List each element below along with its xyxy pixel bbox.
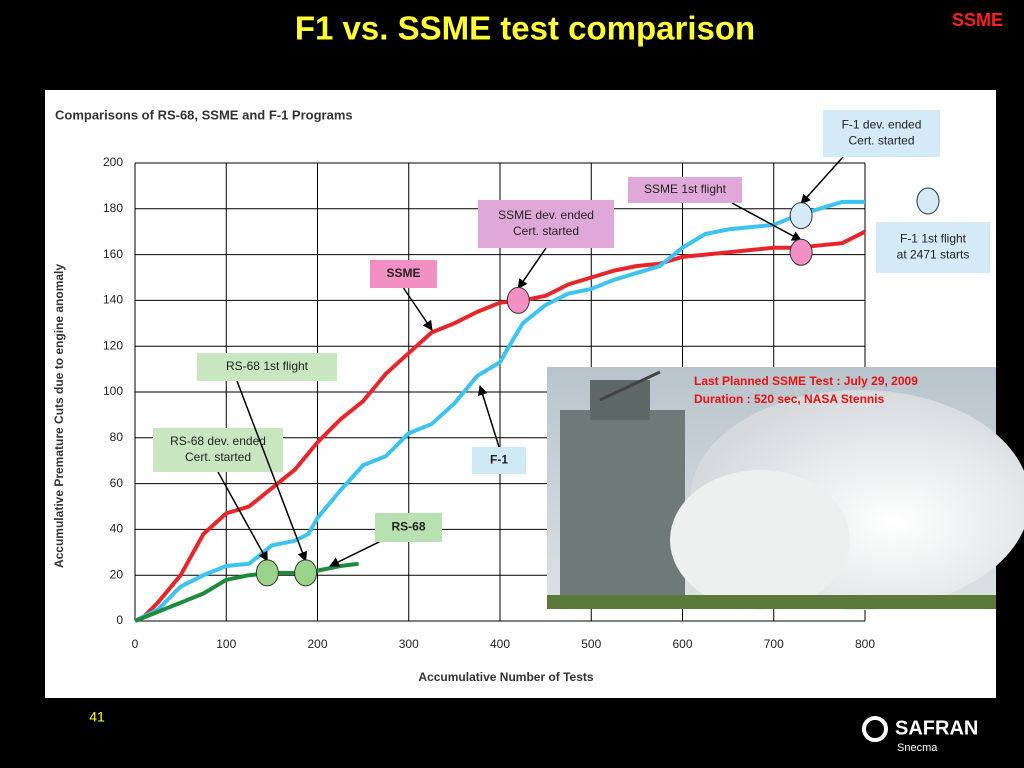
x-tick-label: 200	[307, 637, 327, 651]
page-number: 41	[89, 709, 105, 725]
series-label: RS-68	[391, 520, 425, 534]
series-line	[134, 561, 359, 623]
y-tick-label: 200	[103, 155, 123, 169]
series-line	[134, 229, 866, 623]
annotation-box	[823, 110, 940, 157]
smoke	[670, 470, 850, 610]
y-tick-label: 160	[103, 247, 123, 261]
annotation-text: Cert. started	[848, 134, 914, 148]
series-label-box	[472, 447, 526, 474]
annotation-box	[478, 200, 614, 248]
x-tick-label: 400	[490, 637, 510, 651]
annotation-box	[153, 428, 283, 472]
slide-title: F1 vs. SSME test comparison	[295, 10, 755, 47]
test-stand-top	[590, 380, 650, 420]
y-tick-label: 120	[103, 338, 123, 352]
crane	[599, 370, 661, 402]
annotation-text: SSME dev. ended	[498, 208, 594, 222]
series-label-box	[370, 260, 437, 288]
y-axis-label: Accumulative Premature Cuts due to engin…	[52, 264, 66, 568]
arrow	[402, 287, 433, 331]
logo-mark	[862, 716, 888, 742]
event-marker	[506, 286, 530, 314]
arrow	[731, 202, 803, 241]
y-tick-label: 100	[103, 384, 123, 398]
logo: SAFRAN	[895, 717, 978, 739]
x-tick-label: 100	[216, 637, 236, 651]
event-marker	[789, 202, 813, 230]
annotations: SSME F-1 RS-68 RS-68 dev. ended Cert. starte…	[153, 110, 990, 587]
event-marker	[294, 559, 318, 587]
annotation-text: F-1 dev. ended	[842, 118, 922, 132]
event-marker	[255, 559, 279, 587]
x-tick-label: 500	[581, 637, 601, 651]
arrow	[236, 380, 308, 562]
arrow	[517, 247, 547, 290]
series-label: SSME	[386, 266, 420, 280]
y-tick-label: 0	[116, 613, 123, 627]
annotation-text: at 2471 starts	[897, 248, 970, 262]
slide-tag: SSME	[952, 10, 1003, 30]
series-label-box	[375, 513, 442, 542]
arrow	[800, 156, 844, 205]
event-marker	[789, 238, 813, 266]
x-tick-label: 700	[764, 637, 784, 651]
ground	[547, 595, 996, 609]
arrow	[217, 471, 268, 562]
photo: Last Planned SSME Test : July 29, 2009 D…	[547, 367, 1024, 610]
x-axis-label: Accumulative Number of Tests	[418, 670, 593, 684]
annotation-box	[628, 177, 742, 203]
x-tick-label: 800	[855, 637, 875, 651]
chart-title: Comparisons of RS-68, SSME and F-1 Progr…	[55, 107, 353, 122]
annotation-box	[876, 222, 990, 273]
annotation-text: Cert. started	[185, 450, 251, 464]
annotation-box	[197, 353, 337, 381]
event-marker	[916, 187, 940, 215]
y-tick-label: 60	[110, 476, 124, 490]
annotation-text: Cert. started	[513, 224, 579, 238]
annotation-text: RS-68 1st flight	[226, 359, 309, 373]
x-tick-label: 300	[399, 637, 419, 651]
annotation-text: SSME 1st flight	[644, 182, 727, 196]
annotation-text: F-1 1st flight	[900, 232, 967, 246]
photo-caption: Duration : 520 sec, NASA Stennis	[694, 392, 885, 406]
x-tick-label: 600	[672, 637, 692, 651]
arrow	[477, 385, 500, 448]
sublogo: Snecma	[897, 742, 938, 754]
y-tick-label: 180	[103, 201, 123, 215]
photo-caption: Last Planned SSME Test : July 29, 2009	[694, 374, 918, 388]
x-tick-label: 0	[132, 637, 139, 651]
y-tick-label: 20	[110, 567, 124, 581]
y-tick-label: 140	[103, 293, 123, 307]
series-label: F-1	[490, 453, 508, 467]
y-tick-label: 40	[110, 522, 124, 536]
y-tick-label: 80	[110, 430, 124, 444]
annotation-text: RS-68 dev. ended	[170, 434, 266, 448]
test-stand	[560, 410, 685, 600]
